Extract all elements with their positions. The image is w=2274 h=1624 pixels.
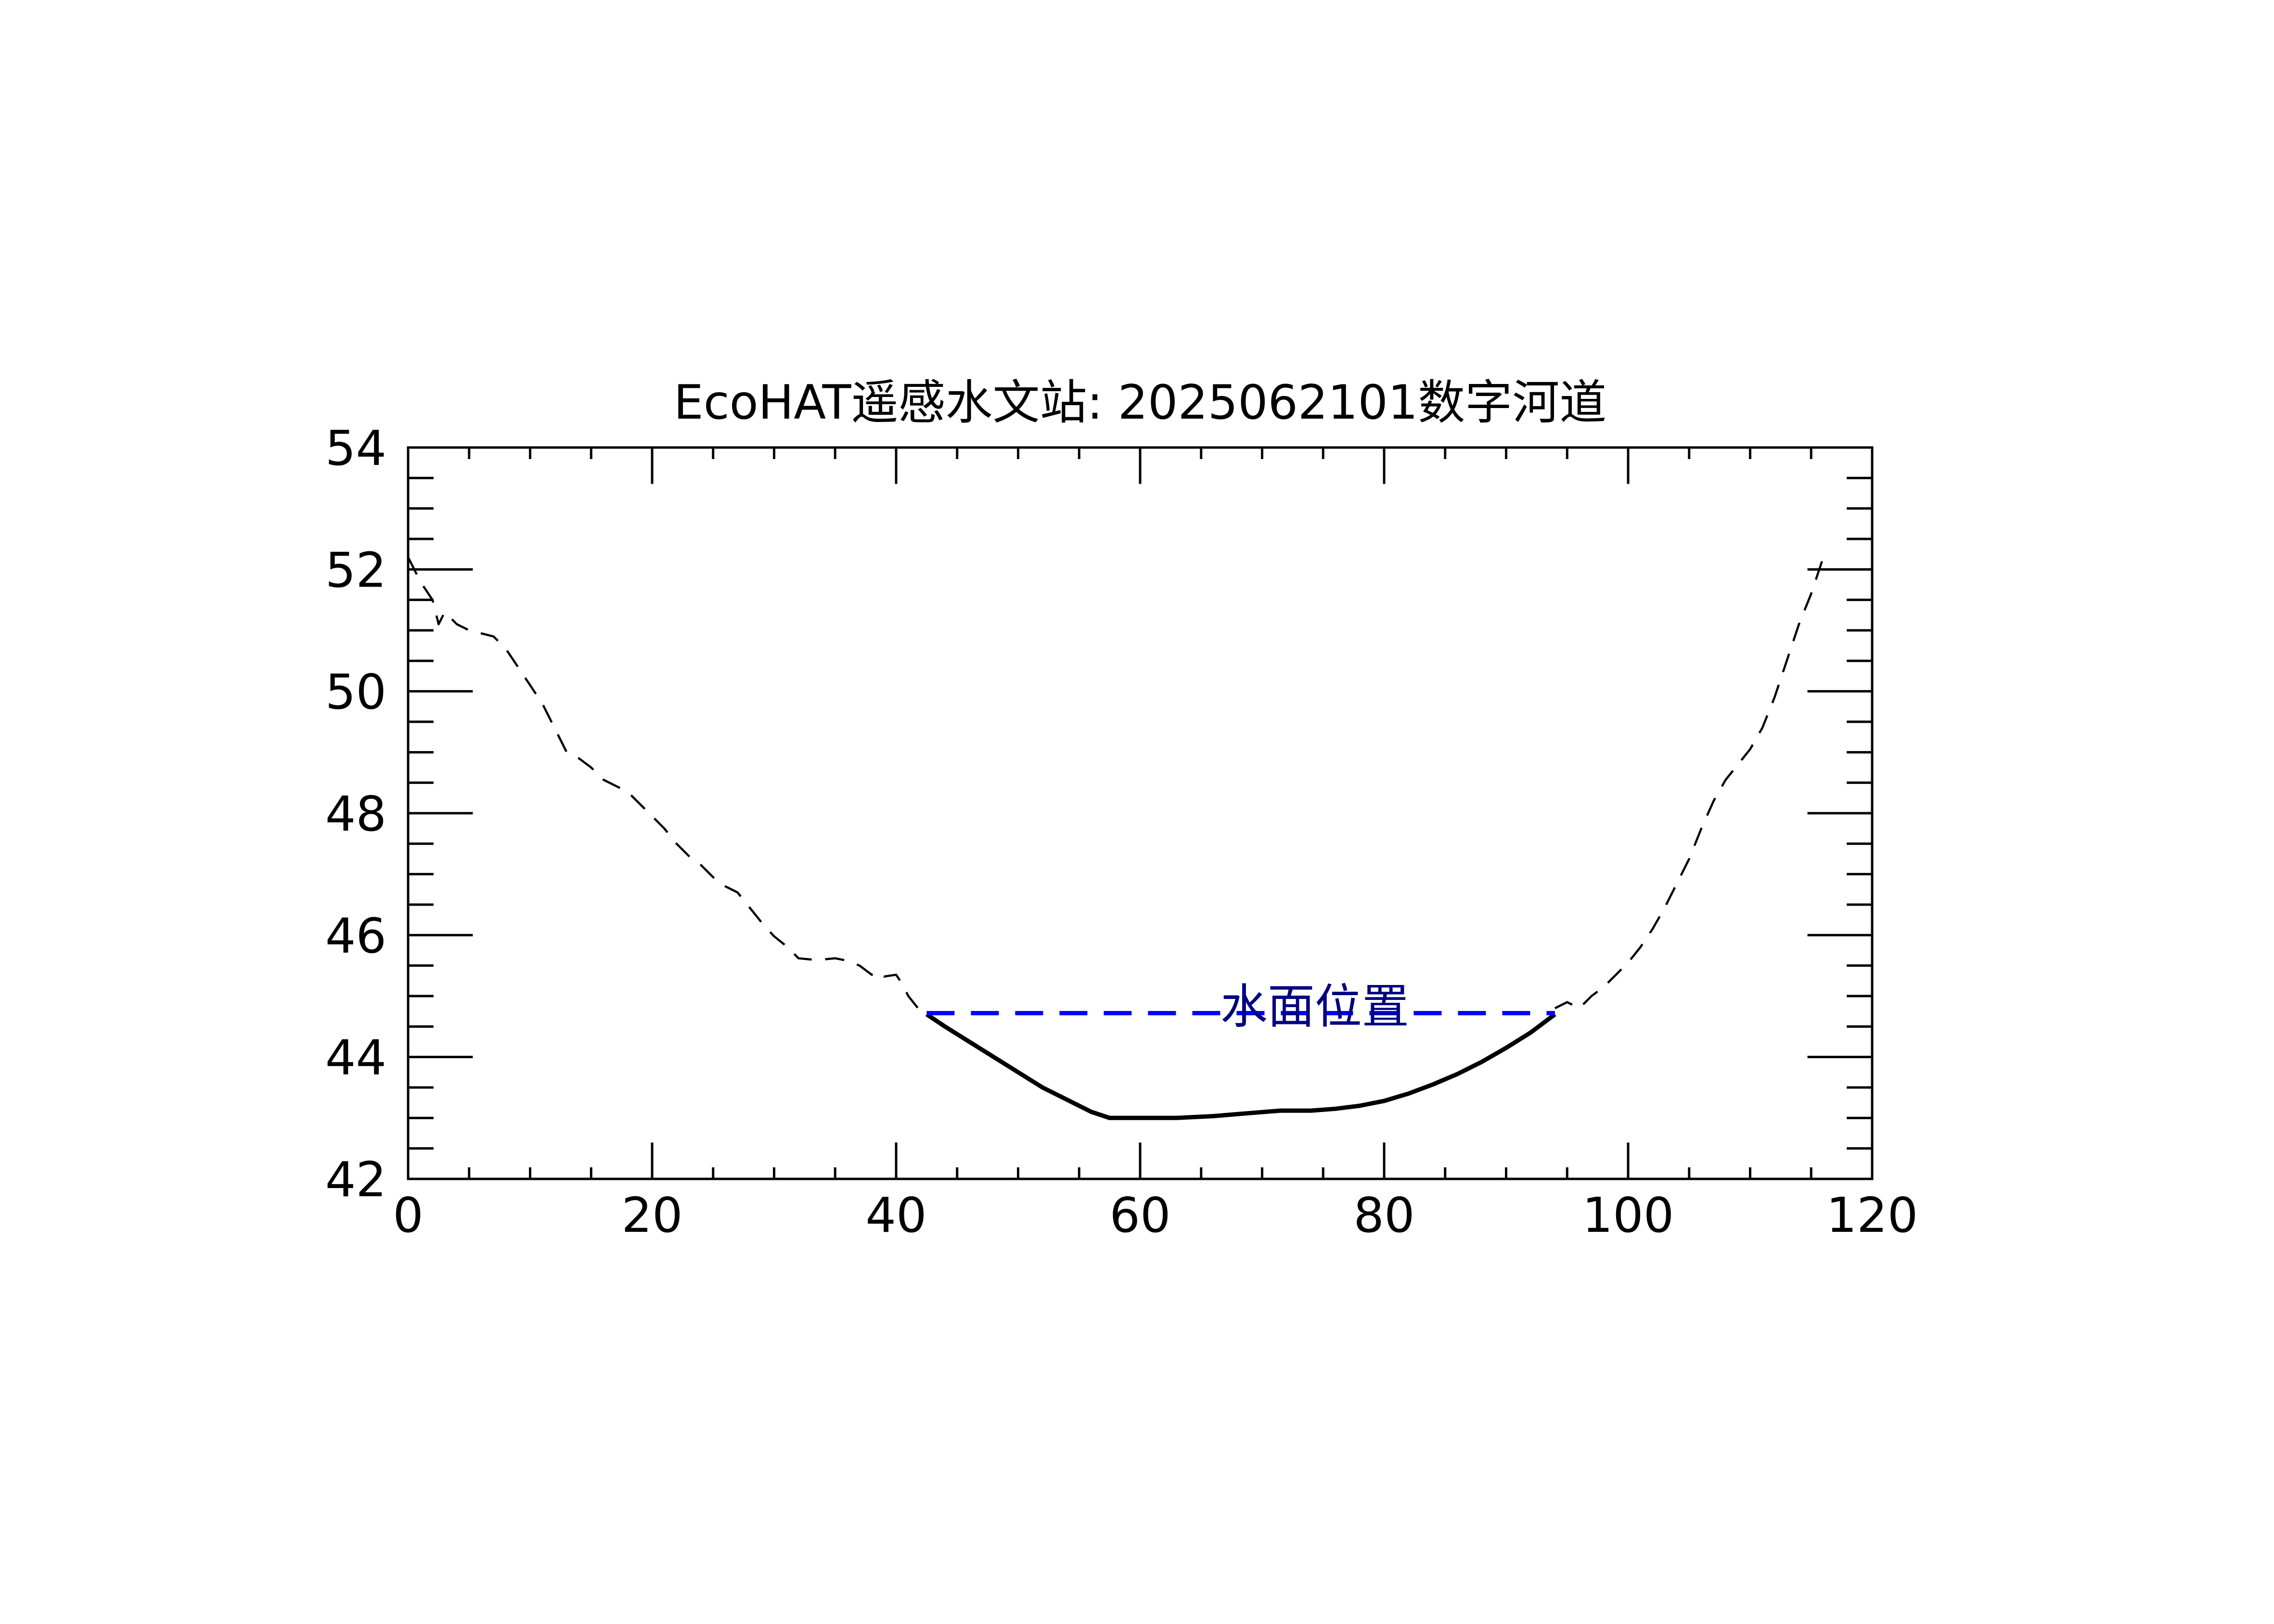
x-tick-label: 0 bbox=[393, 1187, 424, 1243]
x-tick-labels: 0 20 40 60 80 100 120 bbox=[393, 1187, 1918, 1243]
plot-frame bbox=[407, 446, 1874, 1180]
ground-profile-right-line bbox=[1554, 557, 1824, 1010]
y-tick-labels: 42 44 46 48 50 52 54 bbox=[325, 420, 386, 1208]
y-tick-label: 44 bbox=[325, 1030, 386, 1086]
series-layer bbox=[407, 556, 1824, 1120]
major-ticks bbox=[407, 446, 1874, 1180]
y-tick-label: 42 bbox=[325, 1151, 386, 1208]
ground-profile-left-line bbox=[407, 556, 922, 1012]
y-tick-label: 50 bbox=[325, 664, 386, 720]
y-tick-label: 46 bbox=[325, 908, 386, 964]
x-tick-label: 120 bbox=[1826, 1187, 1918, 1243]
y-tick-label: 52 bbox=[325, 542, 386, 598]
x-tick-label: 60 bbox=[1109, 1187, 1170, 1243]
minor-ticks bbox=[408, 448, 1872, 1179]
y-tick-label: 48 bbox=[325, 786, 386, 842]
x-tick-label: 40 bbox=[865, 1187, 926, 1243]
chart-title: EcoHAT遥感水文站: 2025062101数字河道 bbox=[674, 375, 1606, 430]
y-tick-label: 54 bbox=[325, 420, 386, 476]
riverbed-line bbox=[925, 1012, 1556, 1120]
x-tick-label: 100 bbox=[1582, 1187, 1674, 1243]
x-tick-label: 20 bbox=[621, 1187, 682, 1243]
x-tick-label: 80 bbox=[1353, 1187, 1414, 1243]
water-surface-label: 水面位置 bbox=[1221, 979, 1409, 1034]
